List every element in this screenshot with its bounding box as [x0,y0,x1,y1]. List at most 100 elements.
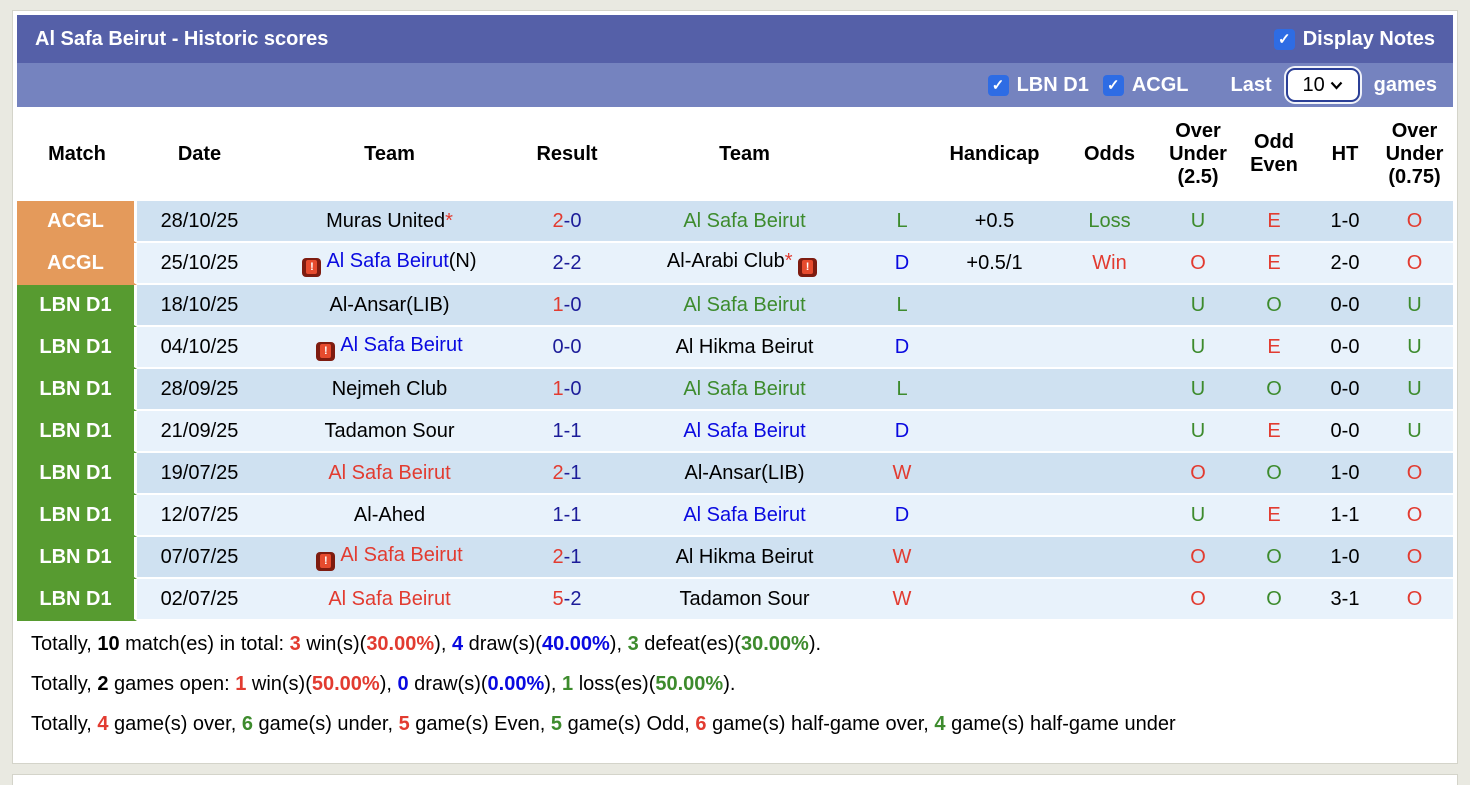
summary-segment: 1 [235,673,247,695]
team-link[interactable]: Al-Arabi Club [666,249,785,272]
team-link[interactable]: Tadamon Sour [679,587,810,610]
team-link[interactable]: Al Safa Beirut [683,503,806,526]
over-under-075-cell: U [1376,285,1453,327]
summary-segment: 3 [289,633,301,655]
over-under-075-cell: O [1376,495,1453,537]
odds-cell: Loss [1057,201,1162,243]
handicap-value: +0.5/1 [966,251,1023,274]
match-row: LBN D1 04/10/25! Al Safa Beirut 0-0 Al Hikma… [17,327,1453,369]
team-link[interactable]: Al Safa Beirut [340,543,463,566]
league-filter-acgl[interactable]: ✓ ACGL [1102,74,1189,97]
filter-bar: ✓ LBN D1 ✓ ACGL Last 10 games [17,63,1453,107]
next-section-panel [12,774,1458,785]
column-header: Over Under (0.75) [1376,107,1453,201]
ht-value: 0-0 [1330,293,1360,316]
team-link[interactable]: Al Safa Beirut [340,333,463,356]
over-under-25-value: U [1190,293,1206,316]
games-count-select[interactable]: 10 [1285,68,1360,102]
home-team-cell: Al Safa Beirut [262,453,517,495]
over-under-25-cell: O [1162,453,1234,495]
summary-line: Totally, 2 games open: 1 win(s)(50.00%),… [31,671,1439,697]
over-under-075-cell: U [1376,327,1453,369]
wdl-value: L [896,377,908,400]
chevron-down-icon [1330,81,1343,90]
over-under-25-value: O [1190,587,1206,610]
date-value: 21/09/25 [160,419,239,442]
summary-segment: 1 [562,673,574,695]
team-link[interactable]: Al Safa Beirut [683,209,806,232]
ht-value: 1-1 [1330,503,1360,526]
display-notes-checkbox[interactable]: ✓ [1273,28,1295,50]
ht-value: 0-0 [1330,335,1360,358]
result-cell: 2-0 [517,201,617,243]
odd-even-cell: E [1234,201,1314,243]
wdl-cell: D [872,495,932,537]
wdl-cell: D [872,243,932,285]
team-link[interactable]: Al Safa Beirut [683,419,806,442]
league-badge: LBN D1 [17,327,137,369]
date-cell: 28/10/25 [137,201,262,243]
odds-value: Win [1092,251,1127,274]
over-under-25-value: U [1190,419,1206,442]
over-under-075-value: O [1406,545,1423,568]
home-team-cell: Muras United* [262,201,517,243]
games-label: games [1373,73,1437,96]
handicap-cell [932,495,1057,537]
summary-segment: match(es) in total: [119,633,290,655]
handicap-cell [932,579,1057,621]
result-part: -0 [563,293,582,316]
league-badge: LBN D1 [17,411,137,453]
summary-segment: ), [379,673,398,695]
team-link[interactable]: Nejmeh Club [331,377,448,400]
odds-cell [1057,453,1162,495]
summary-segment: 50.00% [311,673,380,695]
team-link[interactable]: Al Hikma Beirut [675,545,814,568]
date-value: 07/07/25 [160,545,239,568]
totals-summary: Totally, 10 match(es) in total: 3 win(s)… [17,621,1453,759]
column-header: Odd Even [1234,107,1314,201]
league-badge: LBN D1 [17,453,137,495]
over-under-075-cell: O [1376,201,1453,243]
table-header: Match Date Team Result Team Handicap Odds Over … [17,107,1453,201]
team-link[interactable]: Al Safa Beirut [326,249,449,272]
date-value: 04/10/25 [160,335,239,358]
result-cell: 2-1 [517,537,617,579]
league-badge: LBN D1 [17,369,137,411]
odds-cell: Win [1057,243,1162,285]
summary-segment: win(s)( [246,673,312,695]
checkmark-icon: ✓ [1277,31,1291,48]
column-header: Team [617,107,872,201]
lbn-d1-checkbox[interactable]: ✓ [987,74,1009,96]
date-value: 25/10/25 [160,251,239,274]
odd-even-cell: E [1234,243,1314,285]
team-link[interactable]: Al Safa Beirut [683,293,806,316]
summary-line: Totally, 4 game(s) over, 6 game(s) under… [31,711,1439,737]
team-link[interactable]: Muras United [326,209,446,232]
team-link[interactable]: Al Safa Beirut [683,377,806,400]
ht-cell: 1-1 [1314,495,1376,537]
ht-value: 2-0 [1330,251,1360,274]
over-under-25-value: O [1190,461,1206,484]
summary-segment: game(s) half-game over, [706,713,935,735]
team-link[interactable]: Al Safa Beirut [328,587,451,610]
date-cell: 18/10/25 [137,285,262,327]
over-under-075-cell: O [1376,453,1453,495]
result-part: 2-2 [552,251,582,274]
home-team-cell: Al-Ansar(LIB) [262,285,517,327]
wdl-value: D [894,251,910,274]
team-link[interactable]: Al-Ansar(LIB) [329,293,450,316]
team-link[interactable]: Al Hikma Beirut [675,335,814,358]
display-notes-toggle[interactable]: ✓ Display Notes [1273,28,1435,51]
odds-cell [1057,537,1162,579]
over-under-25-cell: U [1162,201,1234,243]
team-link[interactable]: Al-Ahed [353,503,426,526]
over-under-25-cell: U [1162,411,1234,453]
acgl-checkbox[interactable]: ✓ [1102,74,1124,96]
summary-segment: ), [609,633,628,655]
team-link[interactable]: Al-Ansar(LIB) [684,461,805,484]
team-link[interactable]: Tadamon Sour [324,419,455,442]
column-header: Over Under (2.5) [1162,107,1234,201]
over-under-075-cell: O [1376,537,1453,579]
league-filter-lbn-d1[interactable]: ✓ LBN D1 [987,74,1089,97]
team-link[interactable]: Al Safa Beirut [328,461,451,484]
